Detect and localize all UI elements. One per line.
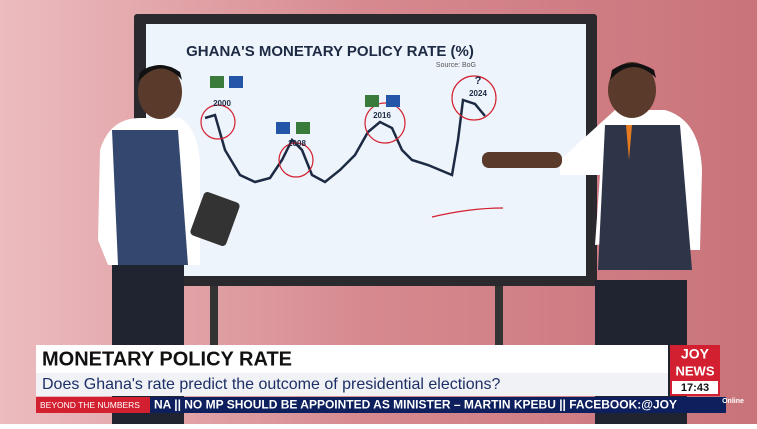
screen-title: GHANA'S MONETARY POLICY RATE (%) [186, 43, 474, 60]
screen-annotation: 2000 [213, 99, 231, 108]
ticker-segment-box [36, 397, 150, 413]
screen-annotation: 2016 [373, 111, 391, 120]
logo-line1: JOY [681, 346, 710, 362]
logo-tag: Online [722, 398, 744, 405]
left-presenter [98, 65, 240, 424]
lower-third-title-bar [36, 345, 668, 373]
logo-line2: NEWS [676, 363, 715, 378]
ticker-segment: BEYOND THE NUMBERS [40, 400, 140, 410]
ticker-bar [36, 397, 726, 413]
screen-stand [495, 280, 503, 350]
ticker-text: NA || NO MP SHOULD BE APPOINTED AS MINIS… [154, 398, 677, 412]
screen-rate-line [204, 98, 486, 184]
lower-third-subtitle: Does Ghana's rate predict the outcome of… [42, 376, 501, 393]
screen-circles [200, 75, 504, 218]
flags [210, 76, 400, 134]
lower-third-subtitle-bar [36, 373, 668, 396]
screen-stand [210, 280, 218, 350]
logo-time: 17:43 [681, 382, 709, 394]
screen-annotation: 2008 [288, 139, 306, 148]
lower-third-title: MONETARY POLICY RATE [42, 348, 292, 370]
time-box [672, 381, 718, 394]
screen-annotation: 2024 [469, 89, 487, 98]
screen-source: Source: BoG [436, 62, 476, 69]
screen-annotation: ? [475, 75, 482, 87]
